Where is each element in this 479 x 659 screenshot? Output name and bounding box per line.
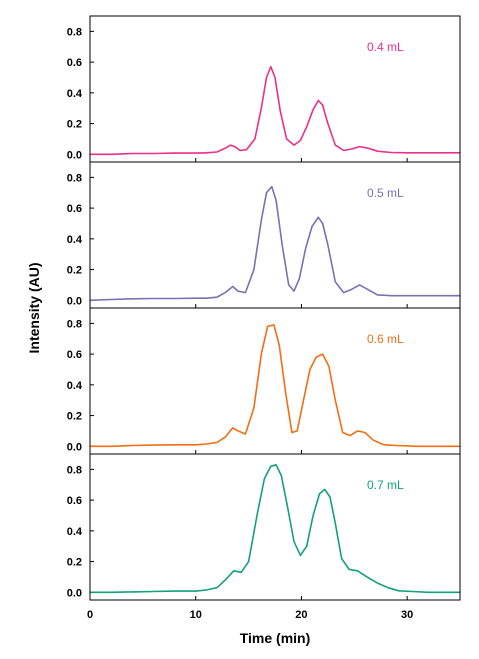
y-tick-label: 0.4 xyxy=(67,234,83,246)
y-tick-label: 0.2 xyxy=(67,265,82,277)
panel-label-3: 0.6 mL xyxy=(367,332,404,346)
panel-2: 0.0 0.2 0.4 0.6 0.8 0.5 mL xyxy=(67,161,461,309)
x-tick-label: 30 xyxy=(401,609,413,621)
series-line-3 xyxy=(90,324,460,448)
panel-4: 0.0 0.2 0.4 0.6 0.8 0.7 mL xyxy=(67,453,461,601)
panel-label-1: 0.4 mL xyxy=(367,40,404,54)
panel-label-2: 0.5 mL xyxy=(367,186,404,200)
y-tick-label: 0.8 xyxy=(67,318,82,330)
x-axis-title: Time (min) xyxy=(240,630,311,646)
x-axis: 0 10 20 30 xyxy=(87,609,413,621)
y-tick-label: 0.6 xyxy=(67,349,82,361)
series-line-1 xyxy=(90,65,460,156)
panel-frame xyxy=(89,15,461,163)
panel-1: 0.0 0.2 0.4 0.6 0.8 0.4 mL xyxy=(67,15,461,163)
panel-frame xyxy=(89,161,461,309)
y-tick-label: 0.4 xyxy=(67,380,83,392)
y-tick-label: 0.6 xyxy=(67,495,82,507)
x-tick-label: 10 xyxy=(190,609,202,621)
series-line-2 xyxy=(89,185,460,302)
y-tick-label: 0.0 xyxy=(67,295,82,307)
y-tick-label: 0.6 xyxy=(67,203,82,215)
x-tick-label: 0 xyxy=(87,609,93,621)
x-tick-label: 20 xyxy=(295,609,307,621)
y-tick-label: 0.6 xyxy=(67,57,82,69)
y-tick-label: 0.0 xyxy=(67,587,82,599)
panel-label-4: 0.7 mL xyxy=(367,478,404,492)
y-tick-label: 0.8 xyxy=(67,172,82,184)
series-line-4 xyxy=(90,464,460,594)
y-tick-label: 0.8 xyxy=(67,26,82,38)
panel-frame xyxy=(89,453,461,601)
chart-panels: 0.0 0.2 0.4 0.6 0.8 0.4 mL 0.0 0.2 0.4 0.6 0.8 0.5 … xyxy=(67,15,461,601)
y-tick-label: 0.0 xyxy=(67,441,82,453)
y-tick-label: 0.8 xyxy=(67,464,82,476)
y-tick-label: 0.4 xyxy=(67,526,83,538)
y-tick-label: 0.4 xyxy=(67,88,83,100)
y-axis-title: Intensity (AU) xyxy=(26,263,42,354)
y-tick-label: 0.0 xyxy=(67,149,82,161)
panel-3: 0.0 0.2 0.4 0.6 0.8 0.6 mL xyxy=(67,307,461,455)
y-tick-label: 0.2 xyxy=(67,119,82,131)
y-tick-label: 0.2 xyxy=(67,557,82,569)
y-tick-label: 0.2 xyxy=(67,411,82,423)
